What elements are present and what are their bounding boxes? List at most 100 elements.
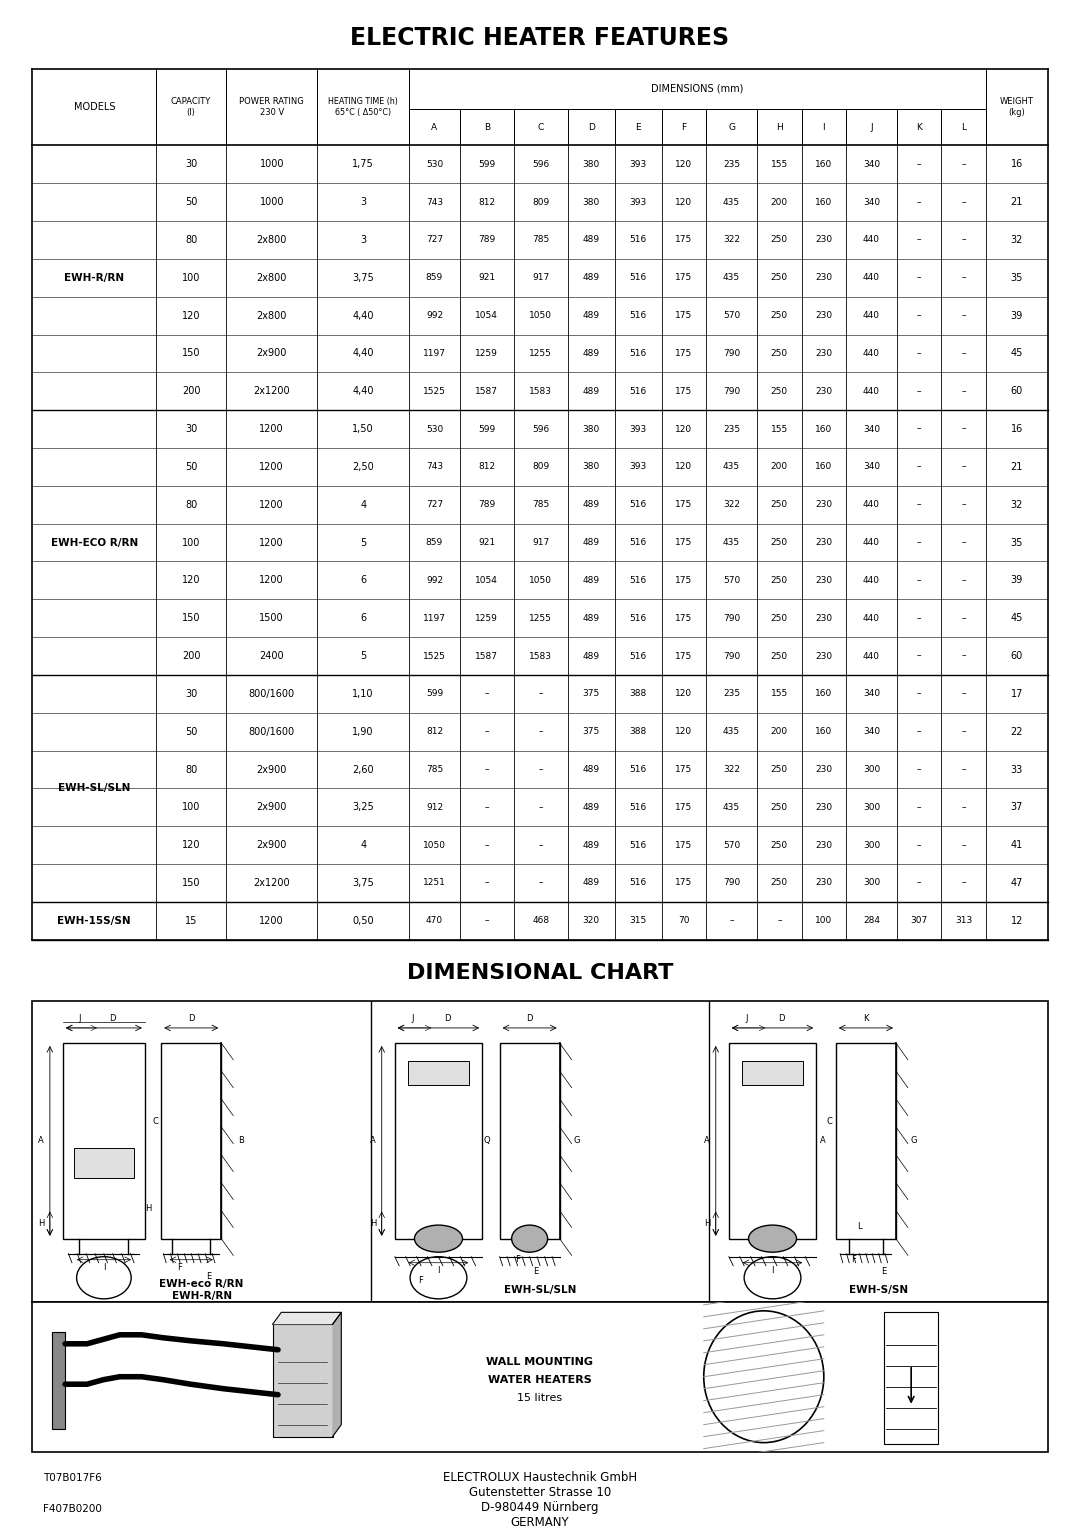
Text: F407B0200: F407B0200: [43, 1504, 103, 1514]
Text: –: –: [961, 235, 966, 244]
Text: 60: 60: [1011, 387, 1023, 396]
Text: 516: 516: [630, 879, 647, 888]
Text: 313: 313: [955, 917, 972, 926]
Text: HEATING TIME (h)
65°C ( Δ50°C): HEATING TIME (h) 65°C ( Δ50°C): [328, 98, 399, 116]
Text: 307: 307: [910, 917, 928, 926]
Text: 440: 440: [863, 576, 880, 585]
Text: –: –: [961, 840, 966, 850]
Text: 1200: 1200: [259, 538, 284, 547]
Text: I: I: [103, 1262, 105, 1271]
Text: 5: 5: [360, 651, 366, 662]
Text: 250: 250: [771, 500, 788, 509]
Text: 1050: 1050: [529, 312, 552, 319]
Text: H: H: [145, 1204, 151, 1213]
Text: 812: 812: [478, 197, 496, 206]
Text: E: E: [635, 122, 640, 131]
Text: 35: 35: [1011, 538, 1023, 547]
Text: 320: 320: [582, 917, 599, 926]
Text: 230: 230: [815, 802, 833, 811]
Text: –: –: [917, 576, 921, 585]
Text: 727: 727: [426, 235, 443, 244]
Text: 230: 230: [815, 235, 833, 244]
Text: 16: 16: [1011, 425, 1023, 434]
Text: F: F: [851, 1254, 856, 1264]
Text: 45: 45: [1011, 348, 1023, 359]
Text: 599: 599: [478, 160, 496, 168]
Text: 175: 175: [675, 802, 692, 811]
Text: –: –: [485, 879, 489, 888]
Text: C: C: [826, 1117, 833, 1126]
Text: 230: 230: [815, 840, 833, 850]
Text: 1200: 1200: [259, 576, 284, 585]
Text: –: –: [917, 802, 921, 811]
Text: 175: 175: [675, 840, 692, 850]
Text: I: I: [771, 1265, 773, 1274]
Text: 380: 380: [582, 160, 599, 168]
Text: WEIGHT
(kg): WEIGHT (kg): [1000, 98, 1034, 116]
Text: 120: 120: [675, 689, 692, 698]
Text: 250: 250: [771, 802, 788, 811]
Text: 1583: 1583: [529, 387, 552, 396]
Text: 917: 917: [532, 538, 550, 547]
Text: 175: 175: [675, 766, 692, 775]
Text: G: G: [573, 1137, 580, 1146]
Text: 33: 33: [1011, 764, 1023, 775]
Text: 1255: 1255: [529, 614, 552, 623]
Text: 790: 790: [723, 348, 740, 358]
Text: 921: 921: [478, 538, 496, 547]
Text: 300: 300: [863, 879, 880, 888]
Text: 489: 489: [582, 235, 599, 244]
Bar: [500, 1044, 559, 1239]
Text: 785: 785: [532, 500, 550, 509]
Text: 489: 489: [582, 576, 599, 585]
Text: 150: 150: [181, 879, 200, 888]
Text: 17: 17: [1011, 689, 1023, 698]
Text: 516: 516: [630, 840, 647, 850]
Text: 284: 284: [863, 917, 880, 926]
Text: H: H: [38, 1219, 44, 1229]
Text: Q: Q: [483, 1137, 490, 1146]
Text: A: A: [431, 122, 437, 131]
Text: 80: 80: [185, 764, 198, 775]
Text: 1525: 1525: [423, 387, 446, 396]
Text: 516: 516: [630, 387, 647, 396]
Text: 3: 3: [360, 235, 366, 244]
Text: I: I: [437, 1265, 440, 1274]
Text: 489: 489: [582, 802, 599, 811]
Text: 812: 812: [426, 727, 443, 736]
Text: –: –: [917, 274, 921, 283]
Text: 6: 6: [360, 613, 366, 623]
Text: EWH-S/SN: EWH-S/SN: [849, 1285, 908, 1294]
Text: 599: 599: [478, 425, 496, 434]
Text: 315: 315: [630, 917, 647, 926]
Text: 22: 22: [1011, 727, 1023, 736]
Text: 1,10: 1,10: [352, 689, 374, 698]
Bar: [883, 1313, 939, 1444]
Text: 1251: 1251: [423, 879, 446, 888]
Text: –: –: [961, 274, 966, 283]
Text: DIMENSIONAL CHART: DIMENSIONAL CHART: [407, 963, 673, 984]
Text: 435: 435: [723, 274, 740, 283]
Text: 489: 489: [582, 538, 599, 547]
Text: –: –: [961, 802, 966, 811]
Text: 440: 440: [863, 387, 880, 396]
Text: 599: 599: [426, 689, 443, 698]
Text: –: –: [961, 766, 966, 775]
Text: 5: 5: [360, 538, 366, 547]
Text: 790: 790: [723, 879, 740, 888]
Text: 41: 41: [1011, 840, 1023, 850]
Text: 21: 21: [1011, 197, 1023, 208]
Text: 440: 440: [863, 235, 880, 244]
Text: –: –: [917, 614, 921, 623]
Text: L: L: [858, 1222, 862, 1232]
Text: 250: 250: [771, 651, 788, 660]
Text: 300: 300: [863, 766, 880, 775]
Text: –: –: [961, 312, 966, 319]
Text: 1050: 1050: [529, 576, 552, 585]
Text: 200: 200: [181, 387, 200, 396]
Text: –: –: [917, 387, 921, 396]
Text: –: –: [961, 576, 966, 585]
Text: 340: 340: [863, 463, 880, 472]
Text: 250: 250: [771, 766, 788, 775]
Text: –: –: [961, 197, 966, 206]
